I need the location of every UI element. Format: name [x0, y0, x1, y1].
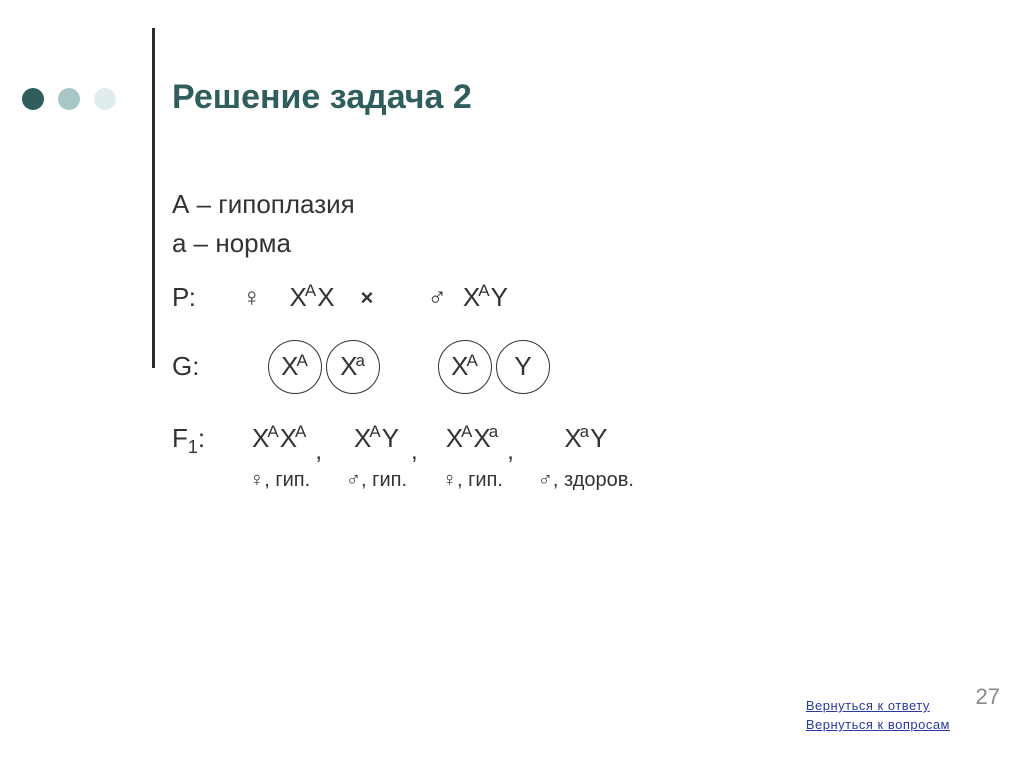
link-back-answer[interactable]: Вернуться к ответу — [806, 698, 950, 713]
cross-symbol: × — [361, 284, 374, 312]
g-label: G: — [172, 350, 236, 383]
comma-1: , — [315, 437, 322, 467]
f1-geno-1: ХАХА — [252, 422, 307, 455]
link-back-questions[interactable]: Вернуться к вопросам — [806, 717, 950, 732]
f1-pheno-1: ♀, гип. — [249, 468, 310, 493]
gamete-female-2: Ха — [326, 340, 380, 394]
f1-pheno-2: ♂, гип. — [346, 468, 407, 493]
f1-offspring-3: ХАХа ♀, гип. — [442, 422, 504, 494]
f1-geno-3: ХАХа — [446, 422, 500, 455]
f1-pheno-4: ♂, здоров. — [538, 468, 634, 493]
f1-offspring-4: ХаY ♂, здоров. — [538, 422, 634, 494]
bullet-3 — [94, 88, 116, 110]
p-label: Р: — [172, 281, 236, 314]
f1-row: F1: ХАХА ♀, гип. , ХАY ♂, гип. , ХАХа — [172, 422, 642, 494]
comma-2: , — [411, 437, 418, 467]
page-number: 27 — [976, 684, 1000, 710]
bullet-2 — [58, 88, 80, 110]
p-male-geno: ХАY — [463, 281, 508, 314]
f1-label: F1: — [172, 422, 248, 455]
gamete-male-1: ХА — [438, 340, 492, 394]
slide-content: А – гипоплазия а – норма Р: ♀ ХАХ × ♂ ХА… — [172, 188, 642, 493]
f1-geno-4: ХаY — [564, 422, 607, 455]
f1-pheno-3: ♀, гип. — [442, 468, 503, 493]
legend-line-1: А – гипоплазия — [172, 188, 642, 221]
slide-bullets — [22, 88, 116, 110]
parent-row: Р: ♀ ХАХ × ♂ ХАY — [172, 281, 642, 314]
nav-links: Вернуться к ответу Вернуться к вопросам — [806, 694, 950, 732]
gamete-male-2: Y — [496, 340, 550, 394]
p-female-geno: ХАХ — [290, 281, 335, 314]
comma-3: , — [507, 437, 514, 467]
gamete-female-1: ХА — [268, 340, 322, 394]
bullet-1 — [22, 88, 44, 110]
f1-geno-2: ХАY — [354, 422, 399, 455]
legend-line-2: а – норма — [172, 227, 642, 260]
f1-offspring-2: ХАY ♂, гип. — [346, 422, 407, 494]
title-divider — [152, 28, 155, 368]
slide-title: Решение задача 2 — [172, 78, 472, 117]
female-symbol: ♀ — [242, 281, 262, 314]
male-symbol: ♂ — [427, 281, 447, 314]
gamete-row: G: ХА Ха ХА Y — [172, 340, 642, 394]
f1-offspring-1: ХАХА ♀, гип. — [248, 422, 311, 494]
